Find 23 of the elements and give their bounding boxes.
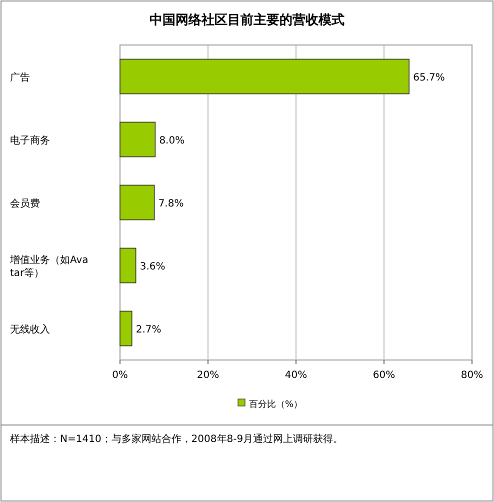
data-label: 2.7% — [136, 324, 162, 336]
x-tick-label: 60% — [372, 370, 396, 381]
legend-label: 百分比（%） — [249, 399, 303, 410]
y-tick-label: 电子商务 — [10, 134, 50, 146]
x-tick-label: 20% — [196, 370, 220, 381]
data-label: 65.7% — [413, 72, 445, 84]
data-label: 7.8% — [158, 198, 184, 210]
data-label: 3.6% — [140, 262, 166, 272]
x-tick-label: 80% — [460, 370, 484, 381]
bar — [120, 310, 132, 346]
bar — [120, 184, 155, 220]
y-tick-label: 广告 — [10, 72, 30, 84]
x-tick-label: 0% — [112, 370, 128, 381]
bar — [120, 248, 136, 284]
bar — [120, 58, 410, 94]
x-tick-label: 40% — [284, 370, 308, 381]
chart-title: 中国网络社区目前主要的营收模式 — [150, 12, 344, 28]
y-tick-label: 无线收入 — [10, 324, 50, 336]
y-tick-label: 会员费 — [10, 198, 40, 210]
data-label: 8.0% — [159, 136, 185, 146]
bar — [120, 122, 156, 158]
text: 样本描述：N=1410；与多家网站合作，2008年8-9月通过网上调研获得。 — [10, 433, 344, 445]
y-tick-label: 增值业务（如Avatar等） — [9, 254, 88, 279]
